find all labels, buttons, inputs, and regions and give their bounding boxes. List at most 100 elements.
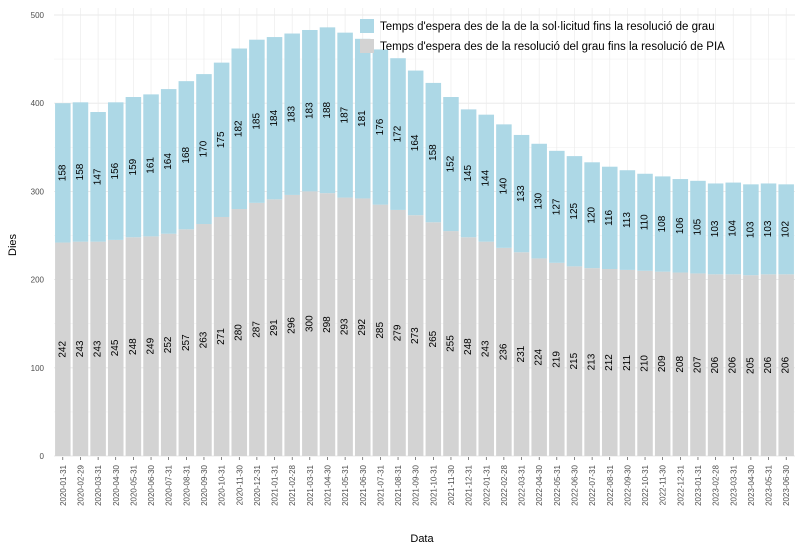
bar-segment-grau (654, 176, 671, 272)
x-tick-label: 2020-06-30 (147, 464, 156, 505)
bar-segment-pia (760, 274, 777, 456)
y-tick-label: 0 (40, 452, 45, 461)
bar-label-grau: 110 (640, 214, 651, 230)
bar-segment-pia (55, 242, 71, 456)
bar-segment-grau (760, 183, 777, 275)
bar-label-pia: 279 (393, 324, 404, 341)
bar-label-pia: 215 (569, 352, 580, 369)
bar-label-pia: 209 (657, 355, 668, 372)
bar-segment-grau (531, 143, 547, 259)
bar-segment-grau (266, 37, 283, 200)
bar-label-pia: 300 (304, 315, 315, 332)
bar-segment-grau (707, 183, 724, 275)
bar-segment-pia (496, 247, 512, 456)
bar-label-pia: 205 (745, 357, 756, 374)
x-tick-label: 2020-03-31 (94, 464, 103, 505)
x-tick-label: 2023-06-30 (782, 464, 791, 505)
bar-segment-pia (566, 266, 583, 456)
bars (55, 27, 794, 457)
bar-label-grau: 170 (198, 140, 209, 157)
x-tick-label: 2022-02-28 (500, 464, 509, 505)
bar-label-pia: 280 (234, 324, 245, 341)
bar-segment-grau (725, 182, 742, 275)
bar-label-grau: 106 (675, 217, 686, 234)
bar-segment-grau (143, 94, 159, 237)
bar-label-pia: 293 (340, 318, 351, 335)
x-tick-label: 2021-06-30 (359, 464, 368, 505)
bar-segment-pia (549, 262, 565, 456)
bar-label-grau: 140 (498, 177, 509, 194)
bar-segment-grau (55, 103, 71, 243)
bar-segment-pia (601, 269, 618, 456)
bar-label-grau: 183 (287, 105, 298, 122)
bar-segment-pia (107, 239, 124, 456)
x-tick-label: 2023-02-28 (712, 464, 721, 505)
bar-segment-grau (107, 102, 124, 240)
bar-segment-grau (354, 38, 371, 199)
x-tick-label: 2022-09-30 (623, 464, 632, 505)
bar-label-pia: 206 (763, 356, 774, 373)
bar-segment-pia (249, 202, 265, 456)
x-tick-label: 2020-07-31 (165, 464, 174, 505)
x-tick-label: 2021-12-31 (465, 464, 474, 505)
x-tick-label: 2022-11-30 (659, 464, 668, 505)
bar-segment-grau (637, 173, 653, 271)
bar-segment-grau (213, 62, 230, 217)
bar-label-grau: 158 (75, 163, 86, 180)
bar-label-grau: 120 (587, 206, 598, 223)
x-tick-label: 2020-10-31 (218, 464, 227, 505)
x-tick-label: 2020-09-30 (200, 464, 209, 505)
bar-segment-pia (460, 237, 477, 456)
bar-segment-pia (284, 194, 300, 457)
x-tick-label: 2020-04-30 (112, 464, 121, 505)
x-tick-label: 2021-09-30 (412, 464, 421, 505)
bar-label-pia: 257 (181, 334, 192, 351)
bar-label-grau: 181 (357, 110, 368, 127)
bar-label-grau: 145 (463, 165, 474, 182)
bar-segment-grau (319, 27, 336, 194)
bar-label-grau: 161 (146, 157, 157, 174)
bar-label-pia: 231 (516, 345, 527, 362)
y-axis-title: Dies (7, 234, 19, 257)
bar-label-pia: 248 (463, 338, 474, 355)
bar-segment-pia (90, 241, 106, 456)
bar-segment-grau (125, 97, 142, 238)
x-tick-label: 2021-02-28 (288, 464, 297, 505)
bar-label-pia: 206 (710, 356, 721, 373)
bar-label-grau: 188 (322, 101, 333, 118)
bar-label-grau: 185 (251, 113, 262, 130)
bar-segment-pia (213, 216, 230, 456)
x-tick-label: 2021-11-30 (447, 464, 456, 505)
bar-segment-pia (178, 229, 195, 456)
bar-label-pia: 248 (128, 338, 139, 355)
bar-segment-grau (407, 70, 424, 216)
bar-segment-pia (407, 215, 424, 456)
bar-segment-grau (425, 82, 442, 223)
bar-label-pia: 243 (93, 340, 104, 357)
bar-label-pia: 292 (357, 318, 368, 335)
x-tick-label: 2023-05-31 (765, 464, 774, 505)
bar-label-pia: 219 (551, 351, 562, 368)
bar-segment-pia (337, 197, 353, 456)
bar-label-pia: 211 (622, 355, 633, 371)
bar-segment-grau (690, 180, 706, 274)
y-tick-label: 400 (31, 99, 45, 108)
bar-label-pia: 298 (322, 316, 333, 333)
legend-label: Temps d'espera des de la resolució del g… (380, 41, 725, 53)
bar-label-grau: 103 (710, 220, 721, 237)
x-tick-label: 2022-08-31 (606, 464, 615, 505)
bar-label-grau: 103 (745, 221, 756, 238)
x-tick-label: 2022-12-31 (676, 464, 685, 505)
y-tick-label: 300 (31, 187, 45, 196)
bar-segment-grau (390, 58, 406, 210)
bar-label-grau: 125 (569, 202, 580, 219)
bar-segment-pia (637, 270, 653, 456)
legend: Temps d'espera des de la de la sol·licit… (360, 19, 725, 53)
y-tick-label: 100 (31, 364, 45, 373)
bar-segment-grau (178, 81, 195, 230)
bar-labels: 242 158 243 158 243 147 245 156 248 159 249 161 252 1… (57, 101, 791, 373)
x-tick-label: 2020-12-31 (253, 464, 262, 505)
bar-label-pia: 245 (110, 339, 121, 356)
bar-segment-grau (496, 124, 512, 248)
bar-segment-pia (513, 252, 530, 456)
